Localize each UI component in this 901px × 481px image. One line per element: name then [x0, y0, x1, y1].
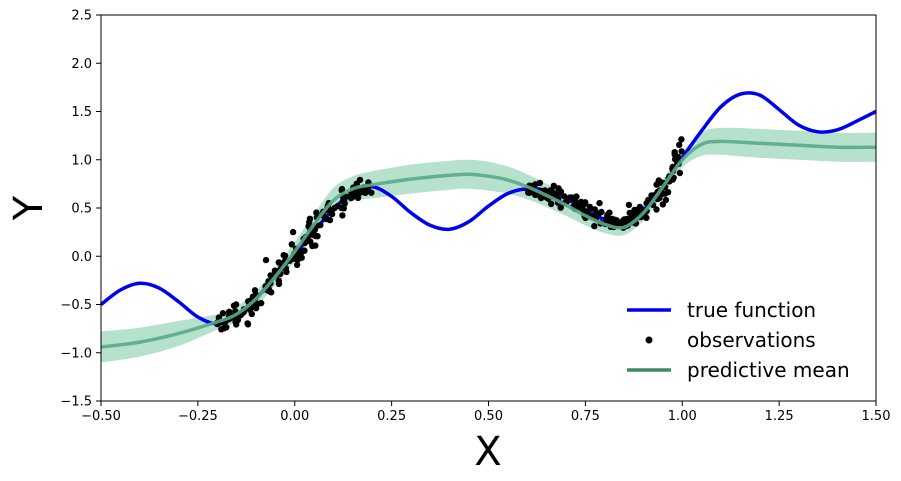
y-tick-label: −0.5 [60, 298, 92, 313]
observation-point [575, 202, 582, 209]
x-tick-label: −0.50 [81, 409, 121, 424]
observation-point [289, 228, 297, 236]
observation-point [293, 254, 300, 261]
y-tick-label: −1.0 [60, 346, 92, 361]
observation-point [671, 149, 678, 156]
y-tick-label: 0.0 [71, 250, 92, 265]
observation-point [297, 250, 304, 257]
legend-observations-label: observations [687, 328, 816, 352]
observation-point [536, 179, 544, 187]
observation-point [306, 215, 314, 222]
observation-point [596, 199, 603, 207]
observation-point [625, 201, 633, 209]
x-tick-label: 0.25 [377, 409, 406, 424]
observation-point [550, 182, 557, 189]
y-axis-ticks: −1.5 −1.0 −0.5 0.0 0.5 1.0 1.5 2.0 2.5 [60, 9, 101, 410]
observation-point [678, 148, 685, 155]
observation-point [334, 202, 341, 210]
observation-point [604, 211, 611, 219]
observation-point [611, 216, 618, 223]
x-tick-label: 0.00 [280, 409, 309, 424]
observation-point [359, 188, 366, 195]
observation-point [354, 191, 361, 199]
y-axis-title: Y [6, 195, 52, 221]
legend-true-function-label: true function [687, 298, 816, 322]
observation-point [323, 215, 330, 223]
x-axis-ticks: −0.50 −0.25 0.00 0.25 0.50 0.75 1.00 1.25 1.50 [81, 401, 890, 424]
observation-point [275, 259, 282, 266]
legend-predictive-mean-label: predictive mean [687, 358, 850, 382]
observation-point [674, 153, 682, 161]
y-tick-label: 2.5 [71, 9, 92, 24]
observation-point [628, 210, 635, 218]
observation-point [253, 302, 260, 309]
x-tick-label: −0.25 [178, 409, 218, 424]
observation-point [678, 136, 685, 143]
observation-point [220, 325, 228, 332]
observation-point [226, 308, 233, 315]
observation-point [339, 212, 346, 219]
legend: true function observations predictive me… [627, 298, 850, 382]
observation-point [676, 141, 683, 149]
predictive-mean-layer [100, 139, 877, 349]
observation-point [313, 209, 320, 216]
observation-point [654, 180, 661, 188]
y-tick-label: 1.5 [71, 105, 92, 120]
observation-point [275, 277, 282, 284]
y-tick-label: 0.5 [71, 202, 92, 217]
observation-point [637, 205, 644, 212]
x-tick-label: 1.00 [668, 409, 697, 424]
observation-point [561, 193, 568, 200]
observation-point [288, 241, 295, 248]
observation-point [623, 215, 630, 223]
observation-point [591, 222, 598, 230]
x-tick-label: 1.25 [765, 409, 794, 424]
x-tick-label: 1.50 [862, 409, 891, 424]
observation-point [557, 204, 564, 211]
observation-point [232, 301, 240, 308]
observation-point [317, 221, 324, 229]
observation-point [632, 207, 640, 215]
y-tick-label: 1.0 [71, 153, 92, 168]
observation-point [262, 256, 270, 264]
observation-point [653, 206, 660, 213]
observation-point [268, 289, 275, 296]
legend-observations-marker [645, 336, 653, 344]
observation-point [643, 214, 650, 221]
observation-point [676, 169, 684, 177]
observation-point [548, 200, 555, 207]
observation-point [248, 310, 255, 318]
observation-point [659, 201, 666, 208]
observation-point [557, 188, 565, 195]
x-axis-title: X [474, 429, 501, 475]
observation-point [251, 287, 259, 294]
observation-point [219, 310, 227, 317]
observation-point [581, 200, 589, 207]
x-tick-label: 0.50 [474, 409, 503, 424]
observation-point [664, 189, 672, 196]
observation-point [281, 252, 289, 259]
x-tick-label: 0.75 [571, 409, 600, 424]
observation-point [293, 261, 301, 268]
observation-point [569, 194, 576, 201]
y-tick-label: −1.5 [60, 395, 92, 410]
observation-point [598, 208, 605, 216]
y-tick-label: 2.0 [71, 57, 92, 72]
observation-point [356, 176, 364, 184]
observation-point [232, 318, 239, 326]
observation-point [244, 320, 251, 327]
observation-point [532, 191, 539, 199]
predictive-mean-line [100, 139, 877, 349]
observation-point [307, 238, 314, 245]
